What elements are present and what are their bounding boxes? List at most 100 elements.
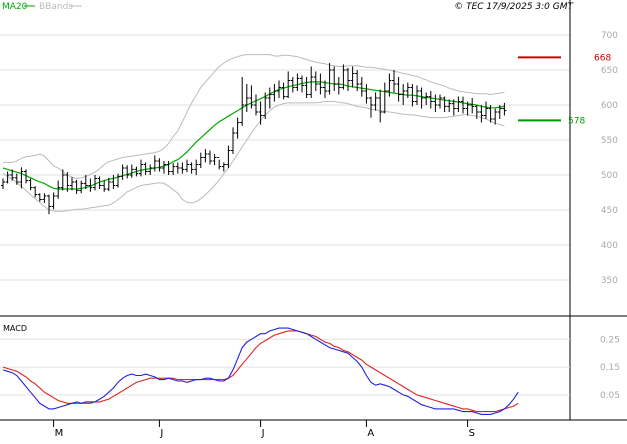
macd-panel: 0.05 0.15 0.25 xyxy=(0,327,620,415)
ohlc-bar xyxy=(97,176,102,189)
ohlc-bar xyxy=(410,84,415,107)
ohlc-bar xyxy=(263,92,268,119)
ohlc-bar xyxy=(433,94,438,112)
ohlc-bar xyxy=(235,117,240,139)
ohlc-bar xyxy=(415,85,419,105)
macd-y-tick-label: 0.15 xyxy=(600,363,620,373)
ohlc-bar xyxy=(33,186,38,198)
ohlc-bar xyxy=(465,101,470,116)
support-level-label: 578 xyxy=(568,116,585,126)
macd-signal-line xyxy=(2,330,519,413)
ohlc-bar xyxy=(401,84,406,105)
price-y-tick-label: 650 xyxy=(601,66,618,76)
ohlc-bar xyxy=(341,64,346,90)
macd-panel-title: MACD xyxy=(3,324,27,333)
ohlc-bar xyxy=(83,175,88,189)
ohlc-bar xyxy=(139,159,143,177)
ohlc-bar xyxy=(102,180,107,192)
ohlc-bar xyxy=(497,105,502,119)
price-panel: 350 400 450 500 550 600 650 700 668 578 xyxy=(0,0,627,420)
x-axis-tick-label: A xyxy=(367,428,374,439)
ohlc-bar xyxy=(369,96,373,118)
ohlc-bar xyxy=(203,149,208,163)
ohlc-bar xyxy=(373,92,378,111)
ohlc-bar xyxy=(1,178,5,189)
ohlc-bar xyxy=(88,178,93,192)
ohlc-bar xyxy=(93,175,97,191)
ohlc-bar xyxy=(208,150,212,165)
ohlc-bar xyxy=(392,70,396,93)
ohlc-bar xyxy=(359,77,364,97)
ohlc-bar xyxy=(226,145,231,168)
ohlc-bar xyxy=(350,66,355,88)
ohlc-bar xyxy=(240,77,245,126)
macd-y-tick-label: 0.05 xyxy=(600,391,620,401)
ohlc-bar xyxy=(304,77,309,98)
ohlc-bar xyxy=(396,77,401,102)
x-axis-tick-label: J xyxy=(159,428,163,439)
ohlc-bar xyxy=(488,105,493,123)
ohlc-bar xyxy=(442,96,447,112)
ohlc-bar xyxy=(461,96,465,114)
ohlc-bar xyxy=(428,91,433,109)
ohlc-bar xyxy=(332,66,337,91)
ohlc-bar xyxy=(447,99,452,112)
ohlc-bar xyxy=(438,94,442,109)
copyright-text: © TEC 17/9/2025 3:0 GMT xyxy=(454,2,574,12)
ohlc-bar xyxy=(405,82,410,98)
bbands-upper-line xyxy=(3,54,505,180)
ohlc-bar xyxy=(37,193,42,202)
ohlc-bar xyxy=(300,75,304,93)
ohlc-bar xyxy=(456,96,461,112)
ma20-legend-label: MA20 xyxy=(2,2,28,12)
ohlc-bar xyxy=(180,162,185,174)
ohlc-bar xyxy=(451,99,456,116)
bbands-lower-line xyxy=(2,101,505,212)
ohlc-bar xyxy=(387,73,392,97)
ohlc-bar xyxy=(474,105,479,119)
ohlc-bar xyxy=(502,102,507,116)
ohlc-bar xyxy=(79,180,84,194)
ohlc-bar xyxy=(60,169,65,191)
ohlc-bar xyxy=(221,162,226,172)
ohlc-bar xyxy=(290,77,295,93)
ohlc-bar xyxy=(10,169,15,181)
ohlc-bar xyxy=(323,80,327,98)
ohlc-bar xyxy=(65,172,70,192)
ohlc-bar xyxy=(185,159,189,173)
ohlc-bar xyxy=(382,82,387,114)
ohlc-bar xyxy=(198,152,203,168)
price-y-tick-label: 700 xyxy=(601,31,618,41)
ohlc-bar xyxy=(309,66,314,98)
price-y-tick-label: 400 xyxy=(601,241,618,251)
ohlc-bar xyxy=(74,179,79,194)
ohlc-bar xyxy=(313,71,318,91)
ohlc-bar xyxy=(318,73,323,95)
ohlc-bar xyxy=(42,193,47,203)
ohlc-bar xyxy=(106,177,111,192)
macd-line xyxy=(2,327,519,415)
ohlc-bar xyxy=(244,84,249,112)
price-y-tick-label: 350 xyxy=(601,276,618,286)
ohlc-bar xyxy=(479,105,484,123)
ohlc-bar xyxy=(24,169,28,184)
ohlc-bar xyxy=(28,178,33,191)
ohlc-bar xyxy=(364,84,369,104)
x-axis-tick-label: S xyxy=(469,428,475,439)
ohlc-bar xyxy=(231,127,235,154)
ohlc-bar xyxy=(175,162,180,174)
ohlc-bar xyxy=(254,94,258,116)
ohlc-bar xyxy=(424,92,429,105)
ohlc-bar xyxy=(70,177,74,191)
ohlc-bar xyxy=(212,154,217,166)
ohlc-bar xyxy=(134,166,139,177)
price-y-tick-label: 550 xyxy=(601,136,618,146)
ohlc-bar xyxy=(336,77,341,95)
ohlc-bar xyxy=(152,155,157,172)
ohlc-bar xyxy=(249,85,254,109)
price-y-tick-label: 500 xyxy=(601,171,618,181)
ohlc-bar xyxy=(166,161,171,175)
ohlc-bar xyxy=(47,194,51,215)
